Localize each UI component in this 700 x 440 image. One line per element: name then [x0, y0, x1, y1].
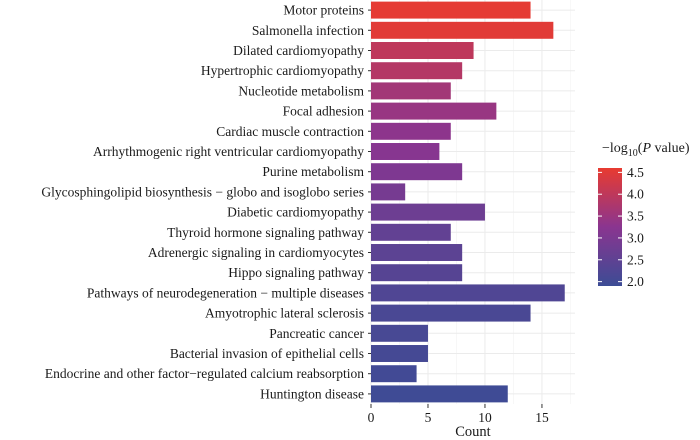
bar: [371, 82, 451, 100]
x-tick-label: 10: [478, 410, 492, 425]
category-label: Purine metabolism: [262, 164, 364, 179]
legend: −log10(P value) 4.5 4.0 3.5 3.0 2.5 2.0: [598, 141, 690, 289]
category-label: Bacterial invasion of epithelial cells: [170, 346, 364, 361]
bar: [371, 62, 463, 80]
bars: [371, 1, 565, 403]
legend-colorbar: [598, 168, 622, 286]
bar: [371, 304, 531, 322]
x-axis-title: Count: [455, 424, 490, 440]
category-label: Focal adhesion: [283, 104, 365, 119]
category-label: Pancreatic cancer: [269, 326, 364, 341]
category-label: Hypertrophic cardiomyopathy: [201, 63, 364, 78]
legend-title: −log10(P value): [602, 141, 690, 159]
bar: [371, 42, 474, 59]
bar: [371, 21, 554, 39]
category-label: Glycosphingolipid biosynthesis − globo a…: [41, 184, 364, 199]
bar: [371, 264, 463, 282]
category-label: Motor proteins: [283, 3, 364, 18]
bar: [371, 1, 531, 19]
bar: [371, 385, 508, 403]
x-tick-label: 0: [368, 410, 375, 425]
category-label: Endocrine and other factor−regulated cal…: [45, 366, 364, 381]
bar: [371, 284, 565, 302]
bar: [371, 163, 463, 181]
category-label: Salmonella infection: [252, 23, 364, 38]
category-label: Arrhythmogenic right ventricular cardiom…: [93, 144, 364, 159]
category-label: Hippo signaling pathway: [228, 265, 364, 280]
bar: [371, 203, 485, 221]
bar: [371, 102, 497, 120]
category-label: Thyroid hormone signaling pathway: [167, 225, 364, 240]
category-label: Adrenergic signaling in cardiomyocytes: [148, 245, 364, 260]
category-label: Dilated cardiomyopathy: [233, 43, 364, 58]
legend-tick-label: 2.0: [627, 274, 644, 289]
bar: [371, 365, 417, 383]
bar: [371, 244, 463, 261]
x-tick-label: 5: [425, 410, 432, 425]
category-label: Amyotrophic lateral sclerosis: [205, 306, 364, 321]
bar: [371, 183, 406, 201]
bar: [371, 345, 428, 362]
legend-tick-label: 3.5: [627, 209, 644, 224]
category-label: Diabetic cardiomyopathy: [227, 205, 364, 220]
category-label: Nucleotide metabolism: [238, 83, 364, 98]
legend-tick-label: 4.5: [627, 165, 644, 180]
category-labels: Motor proteins Salmonella infection Dilate…: [41, 3, 371, 401]
x-axis-ticks: 0 5 10 15: [368, 404, 549, 425]
category-label: Pathways of neurodegeneration − multiple…: [87, 285, 364, 300]
legend-tick-label: 2.5: [627, 252, 644, 267]
grid-lines: [370, 0, 575, 404]
bar: [371, 223, 451, 241]
bar: [371, 324, 428, 342]
legend-tick-label: 3.0: [627, 230, 644, 245]
legend-tick-label: 4.0: [627, 187, 644, 202]
x-tick-label: 15: [535, 410, 549, 425]
category-label: Cardiac muscle contraction: [216, 124, 364, 139]
category-label: Huntington disease: [260, 386, 364, 401]
legend-title-subscript: 10: [628, 148, 638, 159]
bar: [371, 122, 451, 140]
bar: [371, 143, 440, 160]
